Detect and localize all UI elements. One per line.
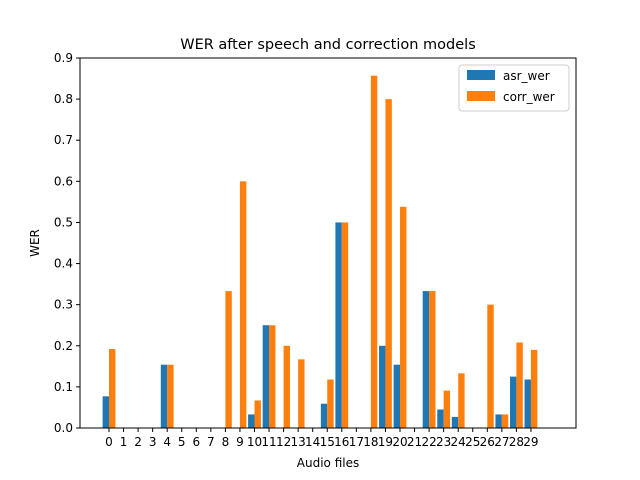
x-tick-label: 27	[494, 435, 509, 449]
y-axis-label: WER	[28, 229, 42, 257]
x-tick-label: 17	[349, 435, 364, 449]
y-tick-label: 0.8	[54, 92, 73, 106]
x-tick-label: 11	[261, 435, 276, 449]
bar-asr-wer-24	[451, 416, 459, 428]
legend-label-corr-wer: corr_wer	[503, 90, 555, 104]
axes-frame	[79, 57, 577, 429]
chart-title: WER after speech and correction models	[180, 37, 476, 53]
x-tick-label: 25	[465, 435, 480, 449]
x-tick-label: 9	[236, 435, 244, 449]
x-tick-label: 12	[276, 435, 291, 449]
x-tick-label: 7	[207, 435, 215, 449]
y-tick-label: 0.2	[54, 339, 73, 353]
x-tick-label: 16	[334, 435, 349, 449]
bar-corr-wer-0	[109, 349, 116, 428]
legend-swatch-corr-wer	[467, 91, 495, 101]
bars	[102, 75, 538, 428]
x-tick-label: 4	[163, 435, 171, 449]
x-tick-label: 19	[378, 435, 393, 449]
bar-asr-wer-23	[437, 409, 444, 428]
legend: asr_wer corr_wer	[458, 64, 570, 112]
x-tick-label: 10	[247, 435, 262, 449]
bar-corr-wer-23	[443, 390, 451, 428]
y-tick-label: 0.7	[54, 133, 73, 147]
bar-corr-wer-12	[283, 345, 290, 428]
bar-corr-wer-15	[327, 379, 334, 428]
x-axis-label: Audio files	[297, 456, 359, 470]
bar-corr-wer-28	[516, 342, 523, 428]
bar-asr-wer-15	[320, 403, 328, 428]
bar-asr-wer-20	[393, 364, 400, 428]
x-tick-label: 6	[192, 435, 200, 449]
x-tick-label: 24	[451, 435, 466, 449]
bar-corr-wer-11	[269, 325, 276, 428]
bar-corr-wer-19	[385, 99, 392, 428]
bar-asr-wer-10	[248, 414, 255, 428]
x-tick-label: 8	[222, 435, 230, 449]
bar-corr-wer-22	[429, 291, 436, 428]
bar-corr-wer-4	[167, 364, 174, 428]
x-tick-label: 22	[421, 435, 436, 449]
y-tick-label: 0.4	[54, 257, 73, 271]
bar-corr-wer-16	[341, 222, 349, 428]
bar-corr-wer-10	[254, 400, 261, 428]
bar-asr-wer-0	[102, 396, 109, 428]
bar-corr-wer-26	[487, 304, 494, 428]
bar-corr-wer-24	[458, 373, 465, 428]
x-tick-label: 15	[320, 435, 335, 449]
bar-corr-wer-9	[239, 181, 247, 428]
x-tick-label: 3	[149, 435, 157, 449]
bar-asr-wer-22	[422, 291, 430, 428]
x-tick-label: 13	[291, 435, 306, 449]
x-tick-label: 14	[305, 435, 320, 449]
bar-asr-wer-4	[160, 364, 168, 428]
x-tick-label: 29	[523, 435, 538, 449]
y-tick-label: 0.5	[54, 215, 73, 229]
axes-ticks: 0.00.10.20.30.40.50.60.70.80.90 1 2 3 4 5 6 7 8 9…	[54, 51, 539, 449]
x-tick-label: 18	[363, 435, 378, 449]
bar-corr-wer-13	[298, 359, 305, 428]
x-tick-label: 1	[120, 435, 128, 449]
bar-asr-wer-29	[524, 379, 531, 428]
bar-corr-wer-29	[530, 349, 538, 428]
bar-corr-wer-18	[370, 75, 378, 428]
bar-asr-wer-28	[510, 376, 517, 428]
bar-corr-wer-8	[225, 291, 232, 428]
legend-swatch-asr-wer	[467, 70, 495, 80]
y-tick-label: 0.9	[54, 51, 73, 65]
y-tick-label: 0.0	[54, 421, 73, 435]
bar-corr-wer-20	[400, 206, 407, 428]
x-tick-label: 26	[480, 435, 495, 449]
y-tick-label: 0.6	[54, 174, 73, 188]
bar-asr-wer-11	[262, 325, 270, 428]
legend-label-asr-wer: asr_wer	[503, 69, 550, 83]
bar-asr-wer-19	[379, 345, 386, 428]
y-tick-label: 0.3	[54, 298, 73, 312]
bar-asr-wer-27	[495, 414, 502, 428]
x-tick-label: 28	[509, 435, 524, 449]
x-tick-label: 20	[392, 435, 407, 449]
x-tick-label: 0	[105, 435, 113, 449]
y-tick-label: 0.1	[54, 380, 73, 394]
bar-asr-wer-16	[335, 222, 342, 428]
x-tick-label: 21	[407, 435, 422, 449]
bar-corr-wer-27	[501, 414, 509, 428]
x-tick-label: 5	[178, 435, 186, 449]
x-tick-label: 2	[134, 435, 142, 449]
x-tick-label: 23	[436, 435, 451, 449]
